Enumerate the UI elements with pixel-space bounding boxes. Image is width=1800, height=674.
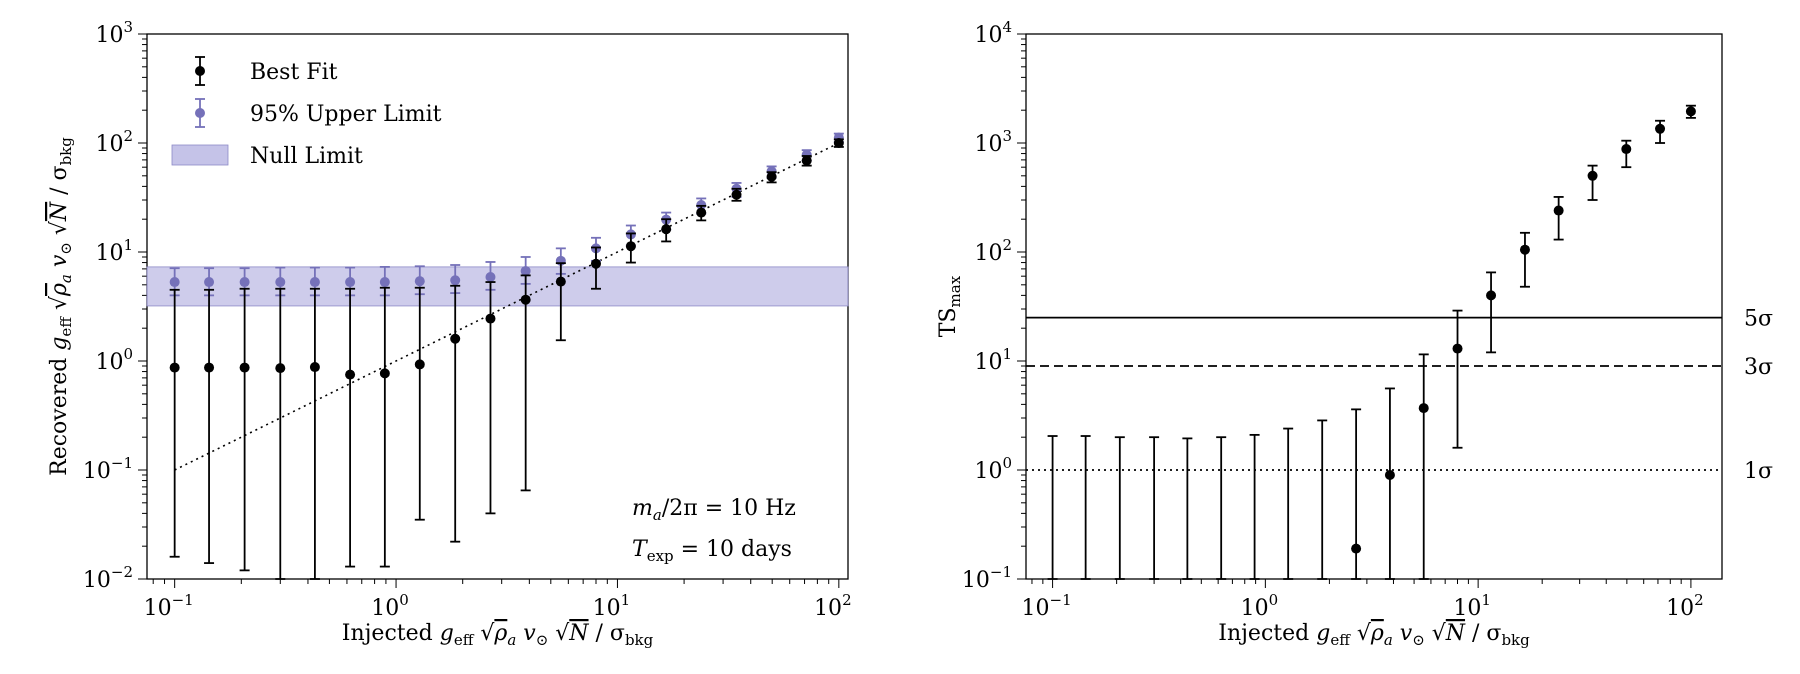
upper-limit-data-point [345,277,356,288]
threshold-label: 5σ [1744,307,1773,332]
upper-limit-data-point [275,277,286,288]
best-fit-data-point [625,241,636,252]
upper-limit-data-point [309,277,320,288]
right-panel: 10−1 100 101 102 10−1 100 101 102 103 104 5σ 3σ 1σ In… [936,18,1773,649]
ts-max-data-point [1685,106,1696,117]
best-fit-data-point [555,276,566,287]
best-fit-data-point [414,359,425,370]
best-fit-data-point [766,171,777,182]
left-x-axis-label: Injected geff √ρa v⊙ √N / σbkg [342,621,654,649]
ts-max-data-point [1384,469,1395,480]
best-fit-data-point [379,368,390,379]
right-x-tick-label: 100 [1241,591,1279,621]
upper-limit-data-point [379,277,390,288]
left-y-tick-label: 101 [95,236,133,266]
ts-max-data-point [1351,543,1362,554]
ts-max-data-point [1621,144,1632,155]
upper-limit-data-point [520,265,531,276]
left-y-tick-label: 102 [95,127,133,157]
best-fit-data-point [485,313,496,324]
legend-label: 95% Upper Limit [250,102,442,127]
best-fit-data-point [239,362,250,373]
left-x-tick-label: 102 [814,591,852,621]
left-y-tick-label: 10−1 [83,454,133,484]
threshold-label: 1σ [1744,459,1773,484]
right-x-tick-label: 101 [1453,591,1491,621]
annotation-mass: ma/2π = 10 Hz [632,496,796,524]
null-limit-band [146,266,849,307]
ts-max-data-point [1587,170,1598,181]
right-y-tick-label: 102 [974,236,1012,266]
best-fit-data-point [450,333,461,344]
ts-max-data-point [1486,290,1497,301]
best-fit-data-point [275,363,286,374]
left-x-tick-label: 10−1 [144,591,194,621]
legend-label: Null Limit [250,144,363,169]
upper-limit-data-point [485,271,496,282]
left-y-tick-label: 10−2 [83,563,133,593]
threshold-label: 3σ [1744,355,1773,380]
ts-max-data-point [1519,244,1530,255]
ts-max-data-point [1553,205,1564,216]
right-y-tick-label: 103 [974,127,1012,157]
legend-marker-band [171,144,229,166]
right-y-tick-label: 104 [974,18,1012,48]
right-axes-frame [1025,33,1723,580]
left-panel: 10−1 100 101 102 10−2 10−1 100 101 102 103 Best Fi… [47,18,852,649]
legend-marker-point [195,108,205,118]
upper-limit-data-point [414,276,425,287]
best-fit-data-point [309,362,320,373]
best-fit-data-point [833,138,844,148]
ts-max-data-point [1452,343,1463,354]
left-x-tick-label: 101 [593,591,631,621]
ts-max-data-point [1418,403,1429,414]
upper-limit-data-point [450,275,461,286]
upper-limit-data-point [169,277,180,288]
best-fit-data-point [590,258,601,269]
legend-marker-point [195,66,205,76]
legend-label: Best Fit [250,60,338,85]
best-fit-data-point [345,369,356,380]
best-fit-data-point [661,224,672,235]
right-x-tick-label: 102 [1666,591,1704,621]
best-fit-data-point [801,155,812,166]
left-y-tick-label: 103 [95,18,133,48]
left-axes-frame [146,33,849,580]
left-x-tick-label: 100 [371,591,409,621]
best-fit-data-point [204,362,215,373]
legend: Best Fit 95% Upper Limit Null Limit [171,56,442,169]
right-x-tick-label: 10−1 [1022,591,1072,621]
right-y-tick-label: 100 [974,454,1012,484]
right-y-tick-label: 10−1 [962,563,1012,593]
best-fit-data-point [520,294,531,305]
best-fit-data-point [169,362,180,373]
left-y-axis-label: Recovered geff √ρa v⊙ √N / σbkg [47,137,75,476]
right-y-axis-label: TSmax [936,275,964,337]
best-fit-data-point [731,189,742,200]
annotation-exposure: Texp = 10 days [632,537,792,565]
best-fit-data-point [696,207,707,218]
right-y-tick-label: 101 [974,345,1012,375]
left-y-tick-label: 100 [95,345,133,375]
upper-limit-data-point [204,277,215,288]
upper-limit-data-point [239,277,250,288]
ts-max-data-point [1655,123,1666,134]
right-x-axis-label: Injected geff √ρa v⊙ √N / σbkg [1218,621,1530,649]
